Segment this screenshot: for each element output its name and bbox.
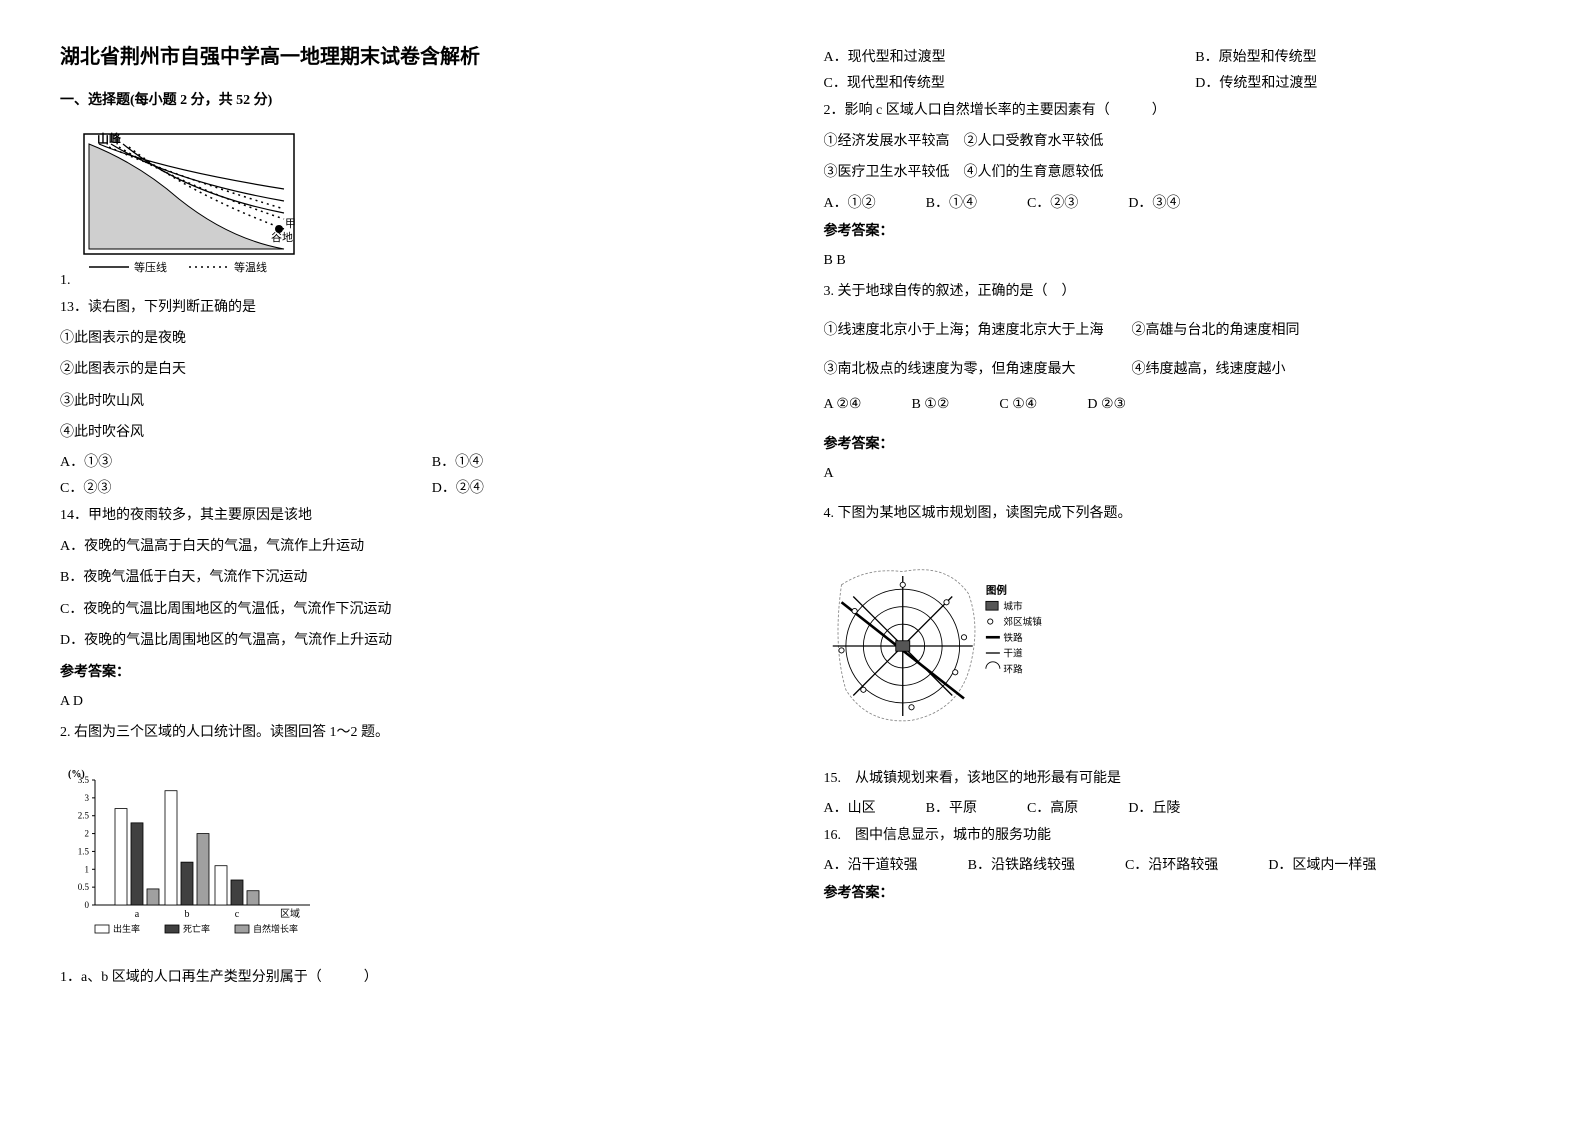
svg-text:区域: 区域 <box>280 907 300 920</box>
svg-text:城市: 城市 <box>1003 600 1023 612</box>
q2-2-choice-b: B．①④ <box>926 192 977 212</box>
q2-2-sub-1: ①经济发展水平较高 ②人口受教育水平较低 <box>824 129 1528 154</box>
q3-stem: 3. 关于地球自传的叙述，正确的是（ ） <box>824 279 1528 304</box>
exam-title: 湖北省荆州市自强中学高一地理期末试卷含解析 <box>60 40 764 69</box>
q1-number: 1. <box>60 273 71 289</box>
answer-1314: A D <box>60 689 764 714</box>
q3-choice-c: C ①④ <box>999 396 1037 413</box>
q13-opt-3: ③此时吹山风 <box>60 389 764 414</box>
q13-opt-1: ①此图表示的是夜晚 <box>60 326 764 351</box>
svg-text:山峰: 山峰 <box>97 131 122 146</box>
q14-opt-a: A．夜晚的气温高于白天的气温，气流作上升运动 <box>60 534 764 559</box>
q14-opt-b: B．夜晚气温低于白天，气流作下沉运动 <box>60 565 764 590</box>
svg-text:郊区城镇: 郊区城镇 <box>1003 616 1042 628</box>
q13-choice-c: C．②③ <box>60 477 392 497</box>
svg-text:0.5: 0.5 <box>78 882 90 892</box>
svg-text:干道: 干道 <box>1003 647 1023 659</box>
answer-q3: A <box>824 461 1528 486</box>
q15-choice-b: B．平原 <box>926 797 977 817</box>
svg-text:等温线: 等温线 <box>234 260 267 274</box>
q13-choice-a: A．①③ <box>60 451 392 471</box>
q16-stem: 16. 图中信息显示，城市的服务功能 <box>824 823 1528 848</box>
q2-1-opt-d: D．传统型和过渡型 <box>1195 72 1527 92</box>
q3-opt-row-2: ③南北极点的线速度为零，但角速度最大 ④纬度越高，线速度越小 <box>824 357 1528 382</box>
answer-label-3: 参考答案： <box>824 433 1528 453</box>
q15-choice-c: C．高原 <box>1027 797 1078 817</box>
answer-label-2: 参考答案： <box>824 220 1528 240</box>
figure-citymap: 图例城市郊区城镇铁路干道环路 <box>824 536 1528 756</box>
svg-text:c: c <box>235 909 240 920</box>
q2-2-choice-d: D．③④ <box>1128 192 1180 212</box>
q2-1-opt-b: B．原始型和传统型 <box>1195 46 1527 66</box>
q13-choice-b: B．①④ <box>432 451 764 471</box>
svg-text:(%): (%) <box>68 769 85 780</box>
right-column: A．现代型和过渡型 B．原始型和传统型 C．现代型和传统型 D．传统型和过渡型 … <box>824 40 1528 996</box>
q4-stem: 4. 下图为某地区城市规划图，读图完成下列各题。 <box>824 501 1528 526</box>
q16-choice-b: B．沿铁路线较强 <box>968 854 1075 874</box>
svg-text:甲: 甲 <box>285 218 296 230</box>
svg-text:出生率: 出生率 <box>113 923 140 934</box>
q16-choice-d: D．区域内一样强 <box>1268 854 1376 874</box>
q3-choice-d: D ②③ <box>1087 396 1126 413</box>
q16-choice-c: C．沿环路较强 <box>1125 854 1218 874</box>
q2-2-choice-c: C．②③ <box>1027 192 1078 212</box>
q2-2-sub-2: ③医疗卫生水平较低 ④人们的生育意愿较低 <box>824 160 1528 185</box>
q15-choice-d: D．丘陵 <box>1128 797 1180 817</box>
q13-opt-4: ④此时吹谷风 <box>60 420 764 445</box>
svg-text:1.5: 1.5 <box>78 847 90 857</box>
svg-text:2.5: 2.5 <box>78 811 90 821</box>
svg-text:等压线: 等压线 <box>134 260 167 274</box>
answer-label-4: 参考答案： <box>824 882 1528 902</box>
svg-text:2: 2 <box>85 829 90 839</box>
q2-1-stem: 1．a、b 区域的人口再生产类型分别属于（ ） <box>60 965 764 990</box>
left-column: 湖北省荆州市自强中学高一地理期末试卷含解析 一、选择题(每小题 2 分，共 52… <box>60 40 764 996</box>
svg-text:铁路: 铁路 <box>1003 631 1023 643</box>
svg-text:死亡率: 死亡率 <box>183 923 210 934</box>
q3-choice-b: B ①② <box>911 396 949 413</box>
q2-1-opt-a: A．现代型和过渡型 <box>824 46 1156 66</box>
q15-stem: 15. 从城镇规划来看，该地区的地形最有可能是 <box>824 766 1528 791</box>
q14-opt-c: C．夜晚的气温比周围地区的气温低，气流作下沉运动 <box>60 597 764 622</box>
svg-text:b: b <box>185 909 190 920</box>
q2-2-stem: 2．影响 c 区域人口自然增长率的主要因素有（ ） <box>824 98 1528 123</box>
q16-choice-a: A．沿干道较强 <box>824 854 918 874</box>
svg-text:谷地: 谷地 <box>271 231 293 244</box>
svg-text:环路: 环路 <box>1003 663 1023 675</box>
q2-2-choice-a: A．①② <box>824 192 876 212</box>
q14-stem: 14．甲地的夜雨较多，其主要原因是该地 <box>60 503 764 528</box>
svg-text:0: 0 <box>85 900 90 910</box>
q15-choice-a: A．山区 <box>824 797 876 817</box>
section-1-header: 一、选择题(每小题 2 分，共 52 分) <box>60 89 764 109</box>
figure-mountain: 山峰甲谷地等压线 等温线 <box>79 129 299 279</box>
svg-text:图例: 图例 <box>985 583 1006 596</box>
q3-choice-a: A ②④ <box>824 396 862 413</box>
q14-opt-d: D．夜晚的气温比周围地区的气温高，气流作上升运动 <box>60 628 764 653</box>
answer-label-1: 参考答案： <box>60 661 764 681</box>
svg-text:1: 1 <box>85 865 90 875</box>
figure-barchart: 00.511.522.533.5(%)abc区域出生率死亡率自然增长率 <box>60 755 764 955</box>
q2-1-opt-c: C．现代型和传统型 <box>824 72 1156 92</box>
svg-text:a: a <box>135 909 140 920</box>
svg-text:3: 3 <box>85 793 90 803</box>
q13-opt-2: ②此图表示的是白天 <box>60 357 764 382</box>
svg-text:自然增长率: 自然增长率 <box>253 923 298 934</box>
q2-intro: 2. 右图为三个区域的人口统计图。读图回答 1～2 题。 <box>60 720 764 745</box>
q3-opt-row-1: ①线速度北京小于上海；角速度北京大于上海 ②高雄与台北的角速度相同 <box>824 318 1528 343</box>
q13-choice-d: D．②④ <box>432 477 764 497</box>
answer-q2: B B <box>824 248 1528 273</box>
q13-stem: 13．读右图，下列判断正确的是 <box>60 295 764 320</box>
